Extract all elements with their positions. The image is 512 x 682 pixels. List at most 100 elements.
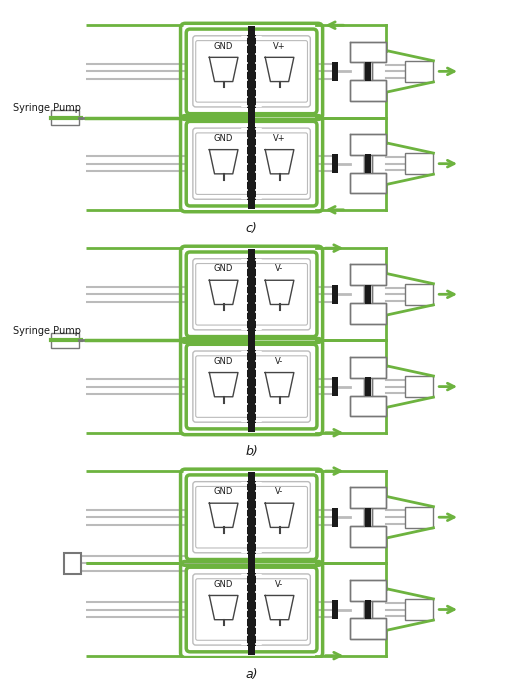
FancyBboxPatch shape <box>186 567 317 652</box>
Bar <box>332 154 338 173</box>
FancyBboxPatch shape <box>196 486 251 548</box>
Bar <box>350 396 386 417</box>
Polygon shape <box>350 265 386 324</box>
Polygon shape <box>265 57 294 82</box>
Bar <box>350 173 386 194</box>
Text: V-: V- <box>275 580 284 589</box>
Bar <box>350 488 386 508</box>
Polygon shape <box>350 580 386 639</box>
Bar <box>405 153 434 174</box>
Text: a): a) <box>245 668 258 681</box>
Bar <box>248 26 255 209</box>
FancyBboxPatch shape <box>251 41 308 102</box>
Bar <box>350 526 386 547</box>
Polygon shape <box>265 595 294 620</box>
Bar <box>350 134 386 155</box>
Bar <box>248 472 255 655</box>
Bar <box>365 62 371 81</box>
Polygon shape <box>265 149 294 174</box>
Polygon shape <box>209 372 238 397</box>
Polygon shape <box>350 357 386 417</box>
Text: GND: GND <box>214 265 233 273</box>
FancyBboxPatch shape <box>186 252 317 337</box>
FancyBboxPatch shape <box>193 258 310 330</box>
Bar <box>350 619 386 639</box>
FancyBboxPatch shape <box>193 351 310 422</box>
FancyBboxPatch shape <box>251 133 308 194</box>
Bar <box>247 35 257 108</box>
Text: Syringe Pump: Syringe Pump <box>13 326 81 336</box>
Bar <box>350 80 386 101</box>
FancyBboxPatch shape <box>251 486 308 548</box>
Polygon shape <box>265 372 294 397</box>
Bar <box>405 599 434 620</box>
Bar <box>405 507 434 528</box>
Text: c): c) <box>246 222 258 235</box>
Polygon shape <box>209 280 238 304</box>
Text: V+: V+ <box>273 42 286 50</box>
Bar <box>51 333 79 348</box>
Bar <box>64 553 81 574</box>
FancyBboxPatch shape <box>193 128 310 199</box>
Bar <box>350 265 386 285</box>
Bar <box>350 303 386 324</box>
Text: V+: V+ <box>273 134 286 143</box>
Polygon shape <box>265 280 294 304</box>
Text: GND: GND <box>214 134 233 143</box>
Bar <box>350 580 386 601</box>
Bar <box>365 600 371 619</box>
Bar <box>332 62 338 81</box>
Bar <box>247 258 257 331</box>
FancyBboxPatch shape <box>186 121 317 206</box>
FancyBboxPatch shape <box>186 344 317 429</box>
Text: V-: V- <box>275 357 284 366</box>
Bar <box>247 350 257 423</box>
Bar <box>364 285 372 303</box>
Bar <box>364 378 372 396</box>
Text: GND: GND <box>214 488 233 496</box>
FancyBboxPatch shape <box>196 263 251 325</box>
FancyBboxPatch shape <box>196 133 251 194</box>
Bar <box>364 601 372 619</box>
Bar <box>350 357 386 378</box>
FancyBboxPatch shape <box>196 356 251 417</box>
FancyBboxPatch shape <box>193 574 310 645</box>
Bar <box>51 110 79 125</box>
Bar <box>248 249 255 432</box>
Bar <box>350 42 386 63</box>
Bar <box>247 481 257 554</box>
Bar <box>332 377 338 396</box>
FancyBboxPatch shape <box>196 579 251 640</box>
Text: GND: GND <box>214 42 233 50</box>
FancyBboxPatch shape <box>186 29 317 114</box>
Bar <box>365 285 371 304</box>
Bar <box>332 284 338 304</box>
Polygon shape <box>209 503 238 527</box>
FancyBboxPatch shape <box>251 263 308 325</box>
FancyBboxPatch shape <box>193 35 310 107</box>
Polygon shape <box>265 503 294 527</box>
Polygon shape <box>209 57 238 82</box>
Bar <box>364 63 372 80</box>
Bar <box>364 508 372 526</box>
Bar <box>405 61 434 82</box>
Text: GND: GND <box>214 357 233 366</box>
Text: V-: V- <box>275 488 284 496</box>
Bar <box>365 507 371 527</box>
Bar <box>247 573 257 646</box>
Polygon shape <box>350 488 386 547</box>
Text: b): b) <box>245 445 258 458</box>
Bar <box>365 377 371 396</box>
Text: GND: GND <box>214 580 233 589</box>
Text: Syringe Pump: Syringe Pump <box>13 103 81 113</box>
Bar <box>405 284 434 305</box>
Bar <box>364 155 372 173</box>
FancyBboxPatch shape <box>251 579 308 640</box>
FancyBboxPatch shape <box>251 356 308 417</box>
FancyBboxPatch shape <box>193 481 310 553</box>
FancyBboxPatch shape <box>196 41 251 102</box>
Bar <box>405 376 434 397</box>
Text: V-: V- <box>275 265 284 273</box>
Polygon shape <box>350 134 386 194</box>
Polygon shape <box>209 149 238 174</box>
